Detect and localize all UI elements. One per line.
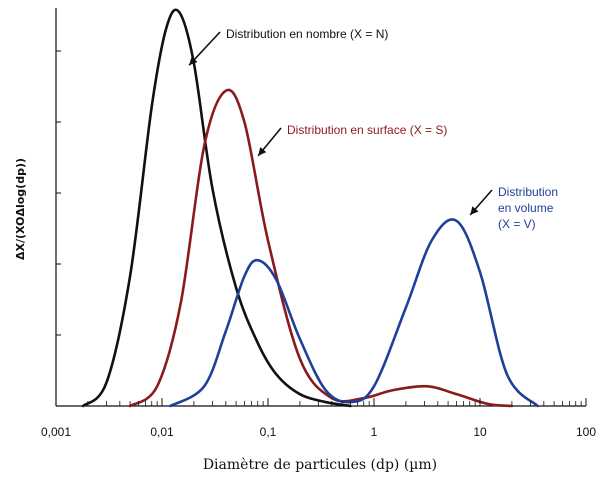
- annotation-text: Distribution en surface (X = S): [287, 123, 447, 137]
- annotation-volume: Distribution en volume (X = V): [469, 185, 558, 231]
- series-line-volume: [169, 218, 539, 408]
- annotation-text: Distribution: [498, 185, 558, 199]
- series-line-surface: [128, 88, 514, 408]
- curves: [81, 8, 539, 408]
- annotation-nombre: Distribution en nombre (X = N): [188, 27, 388, 66]
- annotation-text: (X = V): [498, 217, 536, 231]
- x-tick-label: 100: [576, 425, 596, 439]
- annotation-arrow-head: [470, 206, 479, 215]
- annotation-text: Distribution en nombre (X = N): [226, 27, 388, 41]
- annotation-text: en volume: [498, 201, 554, 215]
- x-tick-label: 10: [473, 425, 487, 439]
- x-axis-label: Diamètre de particules (dp) (µm): [203, 457, 437, 473]
- x-tick-label: 0,01: [150, 425, 174, 439]
- x-tick-label: 0,001: [41, 425, 71, 439]
- x-tick-label: 1: [371, 425, 378, 439]
- series-line-nombre: [81, 8, 352, 408]
- x-tick-label: 0,1: [260, 425, 277, 439]
- annotation-arrow-head: [258, 147, 267, 156]
- x-ticks: 0,001 0,01 0,1 1 10 100: [41, 398, 596, 439]
- y-ticks: [56, 50, 61, 336]
- y-axis-label: ΔX/(XOΔlog(dp)): [14, 158, 27, 260]
- annotation-surface: Distribution en surface (X = S): [257, 123, 447, 157]
- annotation-arrow-head: [189, 56, 198, 66]
- annotations: Distribution en nombre (X = N) Distributi…: [188, 27, 558, 231]
